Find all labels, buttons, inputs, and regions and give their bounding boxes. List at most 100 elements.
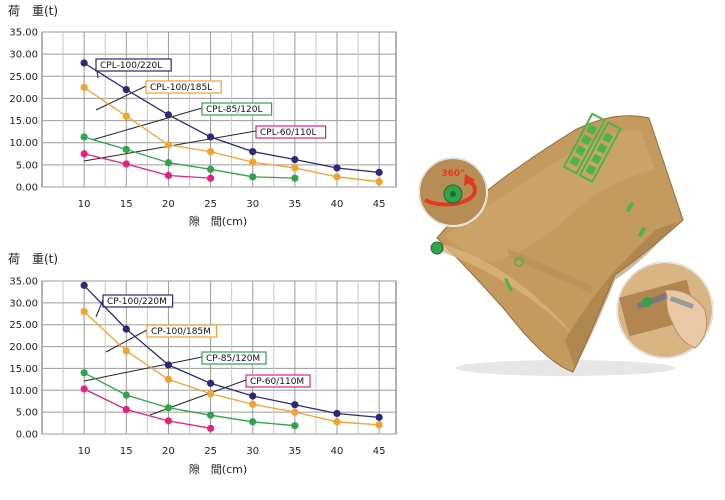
series-line — [83, 388, 211, 429]
series-line — [83, 311, 380, 426]
x-tick-label: 30 — [246, 199, 259, 210]
legend-text: CPL-100/185L — [150, 83, 212, 93]
data-point — [206, 133, 215, 141]
legend-box — [146, 324, 218, 338]
y-axis-title: 荷 重(t) — [8, 252, 58, 266]
legend-box — [201, 351, 267, 365]
series-line — [83, 372, 295, 427]
y-tick-label: 15.00 — [9, 364, 38, 375]
callout-leader — [95, 85, 147, 111]
data-point — [122, 325, 130, 333]
data-point — [206, 174, 215, 182]
y-tick-label: 25.00 — [9, 72, 38, 83]
data-point — [206, 165, 215, 173]
x-tick-label: 40 — [331, 199, 344, 210]
data-point — [291, 408, 299, 416]
x-tick-label: 10 — [78, 199, 91, 210]
data-point — [122, 160, 130, 168]
legend-label: CPL-100/185L — [145, 80, 222, 94]
rotation-arrow-icon — [424, 178, 477, 207]
data-point — [333, 418, 341, 426]
data-point — [206, 379, 215, 387]
x-tick-label: 25 — [204, 446, 217, 457]
series-line — [83, 62, 380, 174]
data-point — [80, 150, 88, 158]
valve-icon — [430, 241, 444, 255]
y-tick-label: 35.00 — [9, 28, 38, 39]
air-gun-icon — [669, 296, 694, 309]
y-tick-label: 25.00 — [9, 320, 38, 331]
y-tick-label: 10.00 — [9, 138, 38, 149]
charts-area: 荷 重(t) 0.00 5.00 10.00 15.00 20.00 25.00 30.00… — [8, 4, 397, 476]
data-point — [80, 133, 88, 141]
data-point — [249, 392, 257, 400]
x-tick-label: 35 — [288, 199, 301, 210]
data-point — [164, 171, 173, 180]
data-point — [291, 422, 299, 430]
data-point — [375, 168, 383, 176]
data-point — [249, 173, 257, 181]
data-point — [80, 369, 88, 377]
recycle-mark — [514, 257, 524, 267]
x-tick-label: 20 — [162, 446, 175, 457]
green-print-mark — [504, 277, 513, 292]
x-tick-label: 35 — [288, 446, 301, 457]
data-point — [80, 281, 88, 289]
legend-text: CP-60/110M — [250, 377, 304, 387]
series-lines — [80, 59, 383, 186]
data-point — [122, 347, 130, 355]
x-tick-label: 45 — [373, 199, 386, 210]
x-axis-title: 隙 間(cm) — [189, 462, 247, 476]
series-line — [83, 153, 211, 179]
data-point — [80, 385, 88, 393]
data-point — [206, 411, 215, 419]
data-point — [80, 59, 88, 67]
legend-box — [95, 58, 172, 72]
x-tick-labels: 10 15 20 25 30 35 40 45 — [78, 199, 386, 210]
y-tick-label: 30.00 — [9, 298, 38, 309]
data-point — [122, 85, 130, 94]
series-lines — [80, 281, 383, 432]
data-point — [122, 391, 130, 399]
y-tick-label: 20.00 — [9, 342, 38, 353]
y-tick-label: 10.00 — [9, 386, 38, 397]
legend-label: CP-85/120M — [201, 351, 267, 365]
x-tick-label: 25 — [204, 199, 217, 210]
arrowhead-icon — [464, 174, 475, 186]
y-tick-label: 5.00 — [16, 160, 38, 171]
x-tick-label: 20 — [162, 199, 175, 210]
legend-label: CPL-100/220L — [95, 58, 172, 72]
valve-inset: 360° — [418, 157, 488, 227]
series-callouts: CP-100/220M CP-100/185M CP-85/120M CP-60/11… — [83, 294, 311, 416]
data-point — [206, 147, 215, 156]
data-point — [291, 164, 299, 172]
legend-text: CP-100/185M — [151, 327, 211, 337]
data-point — [122, 112, 130, 120]
green-print-mark — [637, 226, 647, 238]
data-point — [375, 413, 383, 421]
data-point — [164, 417, 173, 425]
data-point — [206, 390, 215, 398]
tape-band — [435, 242, 573, 335]
data-point — [164, 404, 173, 412]
data-point — [164, 375, 173, 383]
data-point — [333, 164, 341, 172]
legend-text: CPL-85/120L — [206, 105, 263, 115]
series-line — [83, 284, 380, 419]
x-tick-labels: 10 15 20 25 30 35 40 45 — [78, 446, 386, 457]
y-tick-label: 30.00 — [9, 50, 38, 61]
data-point — [249, 418, 257, 426]
legend-text: CP-100/220M — [107, 297, 167, 307]
green-print-logo — [562, 112, 622, 184]
series-line — [83, 136, 295, 179]
y-tick-labels: 0.00 5.00 10.00 15.00 20.00 25.00 30.00 35.00 — [9, 28, 38, 194]
y-axis-title: 荷 重(t) — [8, 4, 58, 18]
x-tick-label: 40 — [331, 446, 344, 457]
inflation-inset — [616, 261, 714, 359]
data-point — [249, 158, 257, 166]
x-tick-label: 15 — [120, 199, 133, 210]
callout-leader — [83, 356, 203, 382]
legend-text: CP-85/120M — [206, 354, 260, 364]
data-point — [333, 173, 341, 181]
x-tick-label: 30 — [246, 446, 259, 457]
